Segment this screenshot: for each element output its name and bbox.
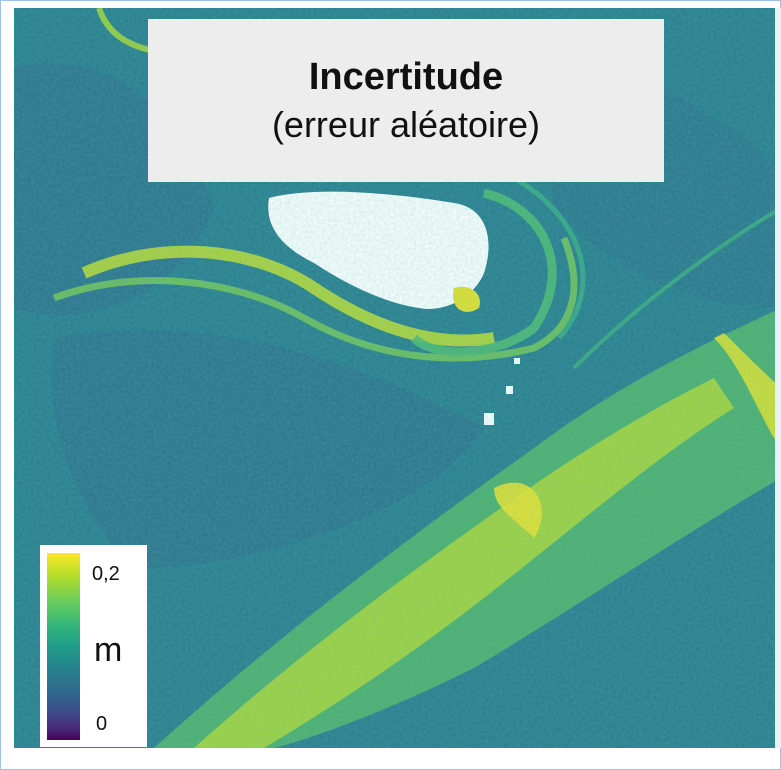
title-box: Incertitude (erreur aléatoire) — [148, 19, 664, 182]
colorbar-max-label: 0,2 — [92, 563, 120, 585]
colorbar-min-label: 0 — [96, 713, 108, 735]
colorbar-legend: 0,2 m 0 — [40, 545, 147, 747]
right-edge-strip — [775, 8, 781, 748]
map-title: Incertitude — [308, 56, 504, 99]
colorbar-gradient — [47, 553, 80, 740]
colorbar-unit-label: m — [94, 631, 123, 669]
map-subtitle: (erreur aléatoire) — [271, 103, 541, 145]
